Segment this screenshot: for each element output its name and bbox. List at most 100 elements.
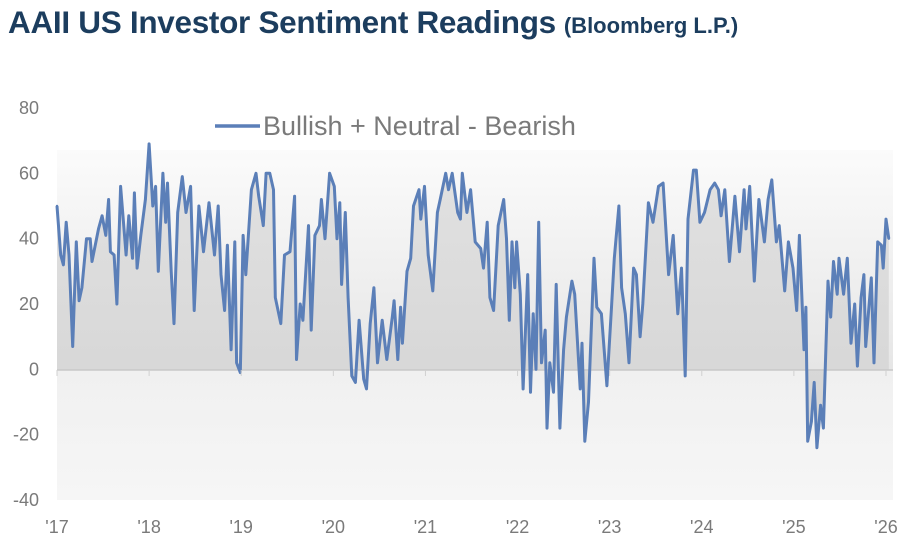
data-point xyxy=(703,211,706,214)
data-point xyxy=(853,302,856,306)
data-point xyxy=(555,283,558,286)
data-point xyxy=(166,181,169,185)
data-point xyxy=(313,234,317,237)
data-point xyxy=(412,204,415,208)
data-point xyxy=(627,361,631,364)
data-point xyxy=(497,224,500,227)
data-point xyxy=(723,188,726,191)
data-point xyxy=(647,201,650,204)
data-point xyxy=(80,286,84,289)
data-point xyxy=(532,312,535,315)
data-point xyxy=(719,214,723,217)
data-point xyxy=(392,299,396,302)
data-point xyxy=(369,322,372,325)
data-point xyxy=(229,348,233,351)
data-point xyxy=(124,253,128,257)
data-point xyxy=(456,211,459,214)
data-point xyxy=(181,175,184,178)
data-point xyxy=(708,188,712,191)
data-point xyxy=(802,348,806,351)
subtitle-text: (Bloomberg L.P.) xyxy=(563,13,739,38)
data-point xyxy=(829,315,832,319)
data-point xyxy=(151,204,154,208)
data-point xyxy=(508,319,511,322)
legend: Bullish + Neutral - Bearish xyxy=(215,111,576,141)
data-point xyxy=(526,273,529,276)
y-tick-label: 40 xyxy=(19,229,39,249)
y-tick-label: -20 xyxy=(13,425,39,445)
data-point xyxy=(423,185,426,188)
data-point xyxy=(672,234,675,237)
data-point xyxy=(170,270,173,273)
data-point xyxy=(447,188,450,191)
data-point xyxy=(783,289,786,293)
data-point xyxy=(738,250,741,253)
data-point xyxy=(431,289,434,293)
data-point xyxy=(288,250,292,253)
data-point xyxy=(856,364,859,368)
data-point xyxy=(544,328,547,332)
series-line xyxy=(55,142,891,450)
data-point xyxy=(197,204,201,208)
data-point xyxy=(519,293,522,296)
data-point xyxy=(770,178,773,182)
data-point xyxy=(552,391,555,394)
data-point xyxy=(112,253,116,257)
data-point xyxy=(65,221,68,224)
data-point xyxy=(107,198,110,201)
data-point xyxy=(310,328,313,332)
data-point xyxy=(109,250,112,253)
data-point xyxy=(320,198,323,201)
data-point xyxy=(157,270,160,273)
data-point xyxy=(391,315,394,319)
data-point xyxy=(301,319,305,322)
data-point xyxy=(172,322,176,325)
data-point xyxy=(667,273,670,276)
title-text: AAII US Investor Sentiment Readings xyxy=(8,4,556,40)
data-point xyxy=(587,400,590,404)
data-point xyxy=(610,306,613,309)
data-point xyxy=(548,361,551,364)
data-point xyxy=(264,172,268,175)
data-point xyxy=(882,266,885,270)
data-point xyxy=(510,240,514,244)
data-point xyxy=(405,270,409,273)
data-point xyxy=(579,387,582,391)
data-point xyxy=(139,234,142,237)
data-point xyxy=(733,195,737,198)
data-point xyxy=(742,188,746,191)
data-point xyxy=(328,172,331,175)
data-point xyxy=(813,381,816,384)
data-point xyxy=(862,273,866,276)
data-point xyxy=(396,358,399,361)
data-point xyxy=(372,286,376,289)
data-point xyxy=(692,168,695,172)
data-point xyxy=(832,260,835,263)
legend-label: Bullish + Neutral - Bearish xyxy=(263,111,576,141)
data-point xyxy=(338,201,341,204)
data-point xyxy=(235,361,238,364)
data-point xyxy=(872,361,876,364)
data-point xyxy=(846,257,849,260)
data-point xyxy=(262,224,265,227)
data-point xyxy=(417,188,421,191)
data-point xyxy=(592,257,596,260)
data-point xyxy=(565,315,568,319)
data-point xyxy=(804,306,808,309)
data-point xyxy=(350,374,353,378)
data-point xyxy=(217,204,220,208)
data-point xyxy=(545,426,549,430)
data-point xyxy=(250,188,253,191)
data-point xyxy=(272,188,275,191)
data-point xyxy=(558,426,562,430)
data-point xyxy=(184,211,188,214)
data-point xyxy=(482,266,485,270)
data-point xyxy=(333,185,336,188)
y-tick-label: 0 xyxy=(29,359,39,379)
y-tick-label: 60 xyxy=(19,163,39,183)
data-point xyxy=(104,234,108,237)
x-tick-label: '20 xyxy=(322,517,345,537)
data-point xyxy=(534,368,538,371)
data-point xyxy=(562,348,565,351)
data-point xyxy=(492,309,495,312)
